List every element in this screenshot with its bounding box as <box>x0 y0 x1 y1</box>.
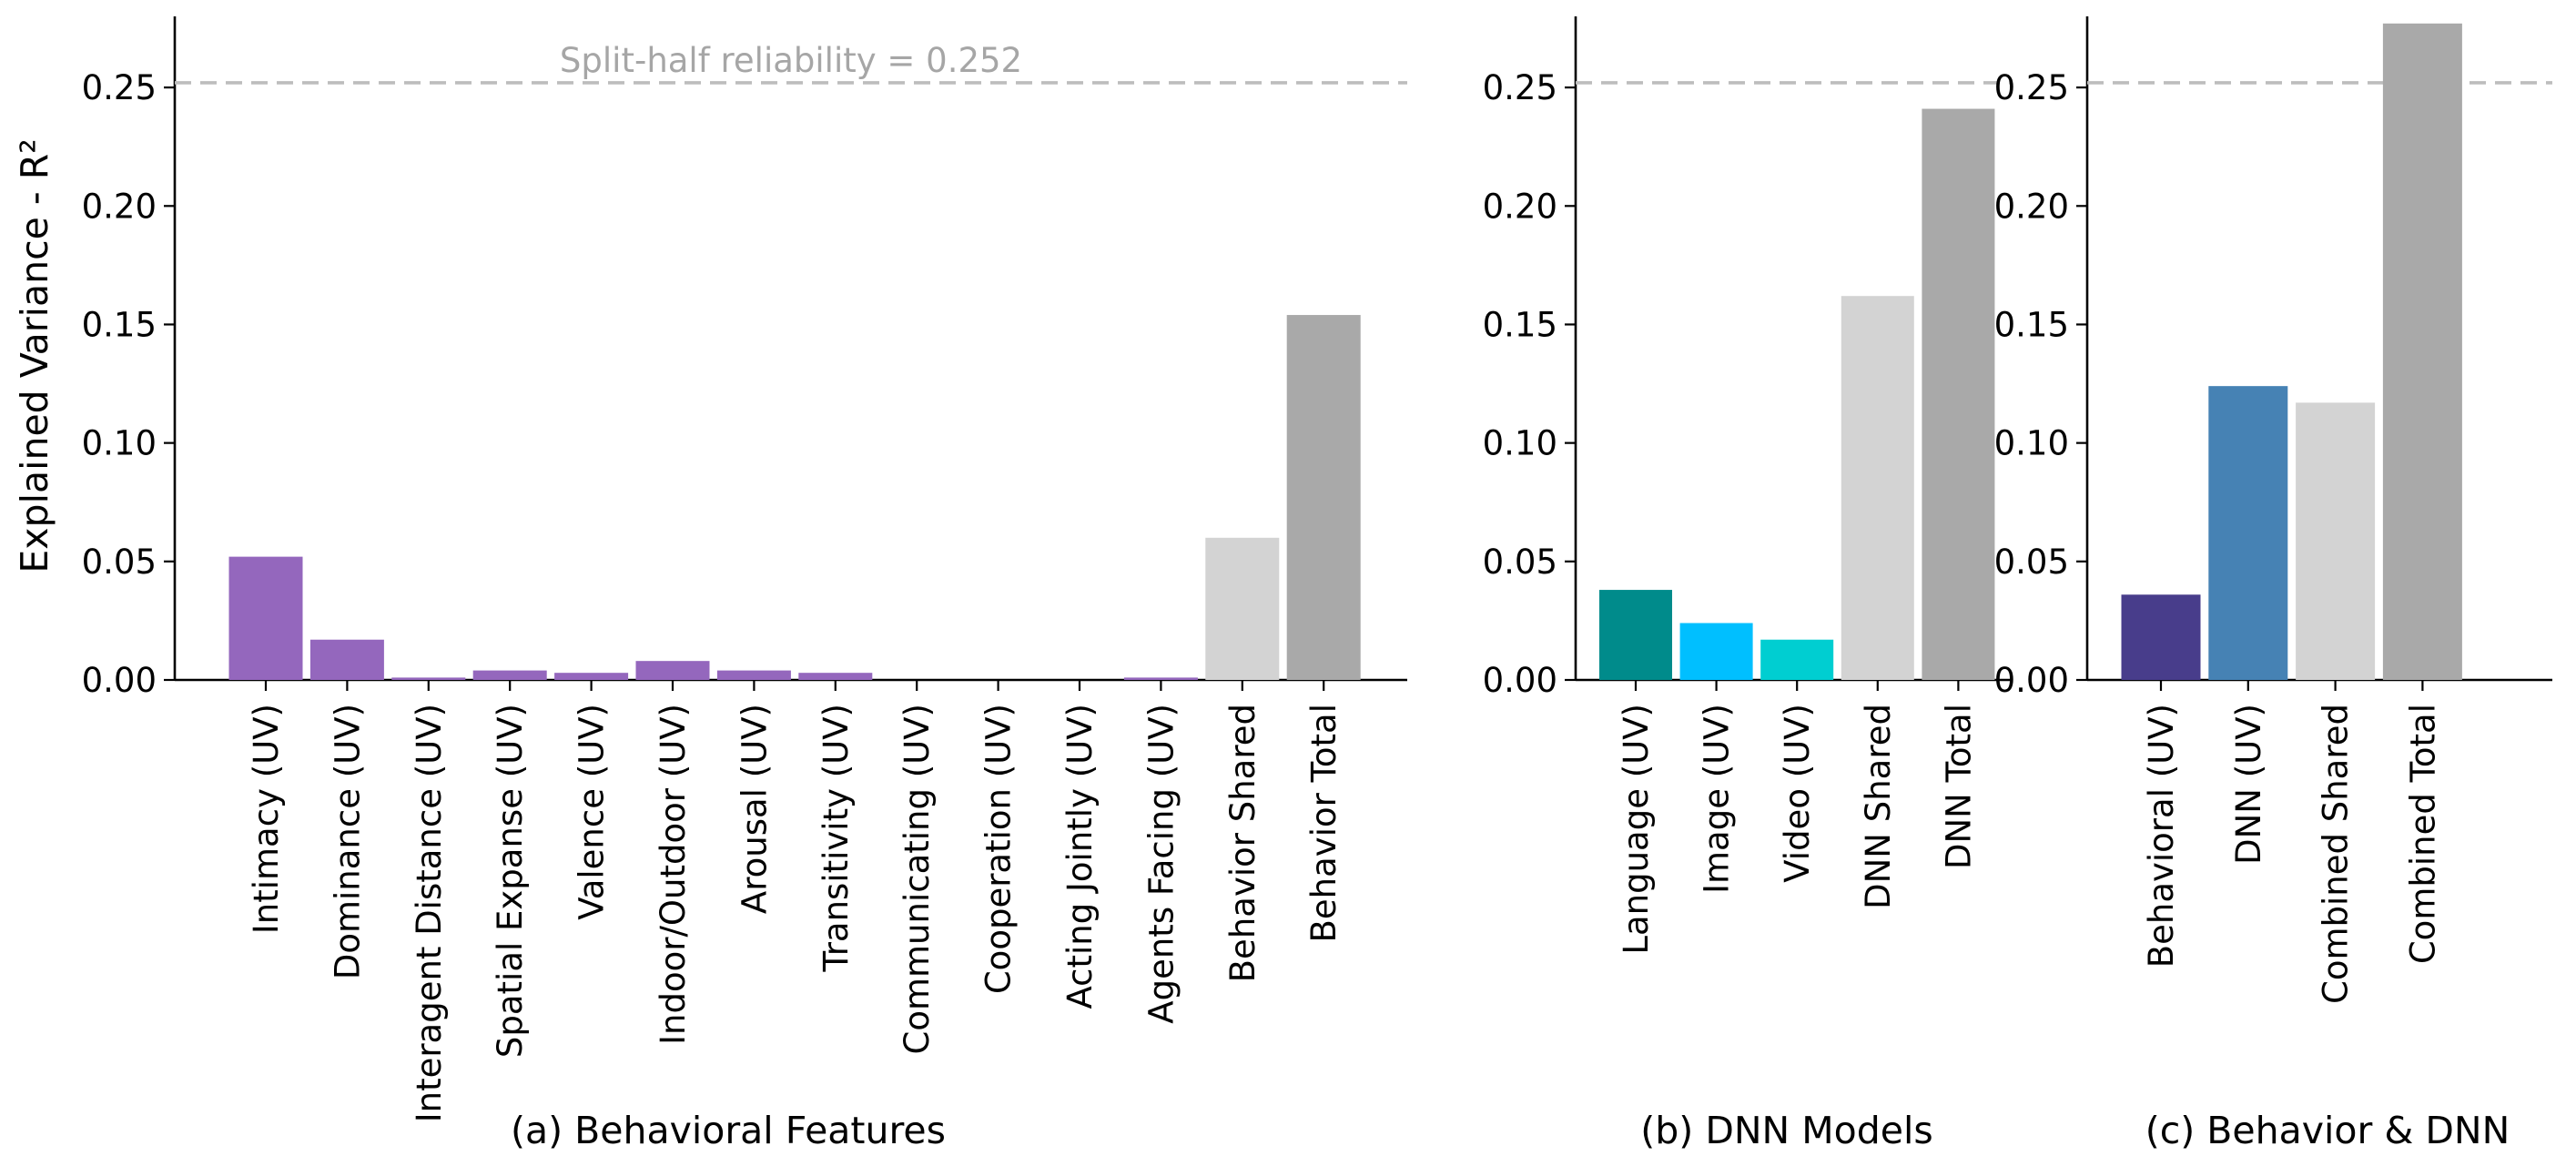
bar <box>554 673 629 680</box>
y-tick-label: 0.15 <box>1483 305 1557 344</box>
bar <box>1205 537 1280 680</box>
y-tick-label: 0.10 <box>1483 424 1557 463</box>
x-tick-label: Dominance (UV) <box>328 704 367 979</box>
x-tick-label: Behavior Total <box>1304 704 1344 942</box>
y-tick-label: 0.10 <box>1994 424 2069 463</box>
bar <box>1760 639 1834 680</box>
x-tick-label: Acting Jointly (UV) <box>1060 704 1100 1009</box>
y-tick-label: 0.25 <box>1994 68 2069 107</box>
x-tick-label: DNN Shared <box>1859 704 1898 909</box>
y-tick-label: 0.05 <box>82 543 157 582</box>
x-tick-label: Video (UV) <box>1778 704 1817 883</box>
y-tick-label: 0.05 <box>1994 543 2069 582</box>
bar <box>228 556 303 680</box>
bar <box>798 673 873 680</box>
y-tick-label: 0.25 <box>82 68 157 107</box>
bar <box>1679 623 1753 680</box>
x-tick-label: Image (UV) <box>1698 704 1737 894</box>
bar <box>472 670 547 680</box>
x-tick-label: Cooperation (UV) <box>979 704 1019 994</box>
x-tick-label: Transitivity (UV) <box>816 704 856 972</box>
bar <box>635 661 710 680</box>
y-tick-label: 0.20 <box>1483 187 1557 226</box>
x-tick-label: Communicating (UV) <box>898 704 937 1055</box>
bar <box>1841 296 1914 680</box>
bar <box>2382 23 2462 680</box>
x-tick-label: Behavioral (UV) <box>2142 704 2181 968</box>
bar <box>1599 590 1672 680</box>
x-tick-label: DNN (UV) <box>2229 704 2268 865</box>
x-tick-label: Agents Facing (UV) <box>1141 704 1181 1024</box>
bar <box>2208 386 2288 680</box>
x-tick-label: Valence (UV) <box>573 704 612 920</box>
panel-caption: (c) Behavior & DNN <box>2145 1109 2510 1152</box>
x-tick-label: Language (UV) <box>1617 704 1656 955</box>
x-tick-label: Indoor/Outdoor (UV) <box>654 704 693 1045</box>
y-tick-label: 0.20 <box>82 187 157 226</box>
y-tick-label: 0.00 <box>1483 661 1557 700</box>
bar <box>1286 315 1361 680</box>
y-tick-label: 0.25 <box>1483 68 1557 107</box>
y-tick-label: 0.05 <box>1483 543 1557 582</box>
y-tick-label: 0.15 <box>82 305 157 344</box>
panel-caption: (b) DNN Models <box>1640 1109 1932 1152</box>
bar <box>2296 402 2376 680</box>
x-tick-label: Interagent Distance (UV) <box>410 704 449 1122</box>
bar <box>716 670 791 680</box>
y-tick-label: 0.15 <box>1994 305 2069 344</box>
x-tick-label: Arousal (UV) <box>735 704 774 914</box>
bar <box>1922 108 1995 680</box>
x-tick-label: DNN Total <box>1939 704 1978 869</box>
x-tick-label: Spatial Expanse (UV) <box>491 704 530 1058</box>
y-axis-label: Explained Variance - R² <box>13 138 56 573</box>
bar <box>309 639 384 680</box>
y-tick-label: 0.00 <box>82 661 157 700</box>
y-tick-label: 0.00 <box>1994 661 2069 700</box>
y-tick-label: 0.20 <box>1994 187 2069 226</box>
x-tick-label: Intimacy (UV) <box>247 704 286 934</box>
y-tick-label: 0.10 <box>82 424 157 463</box>
x-tick-label: Combined Total <box>2403 704 2442 964</box>
panel-caption: (a) Behavioral Features <box>511 1109 946 1152</box>
x-tick-label: Combined Shared <box>2317 704 2356 1004</box>
bar <box>391 677 466 680</box>
bar <box>2121 594 2201 680</box>
bar <box>1123 677 1198 680</box>
reliability-label: Split-half reliability = 0.252 <box>560 41 1022 80</box>
x-tick-label: Behavior Shared <box>1223 704 1263 982</box>
